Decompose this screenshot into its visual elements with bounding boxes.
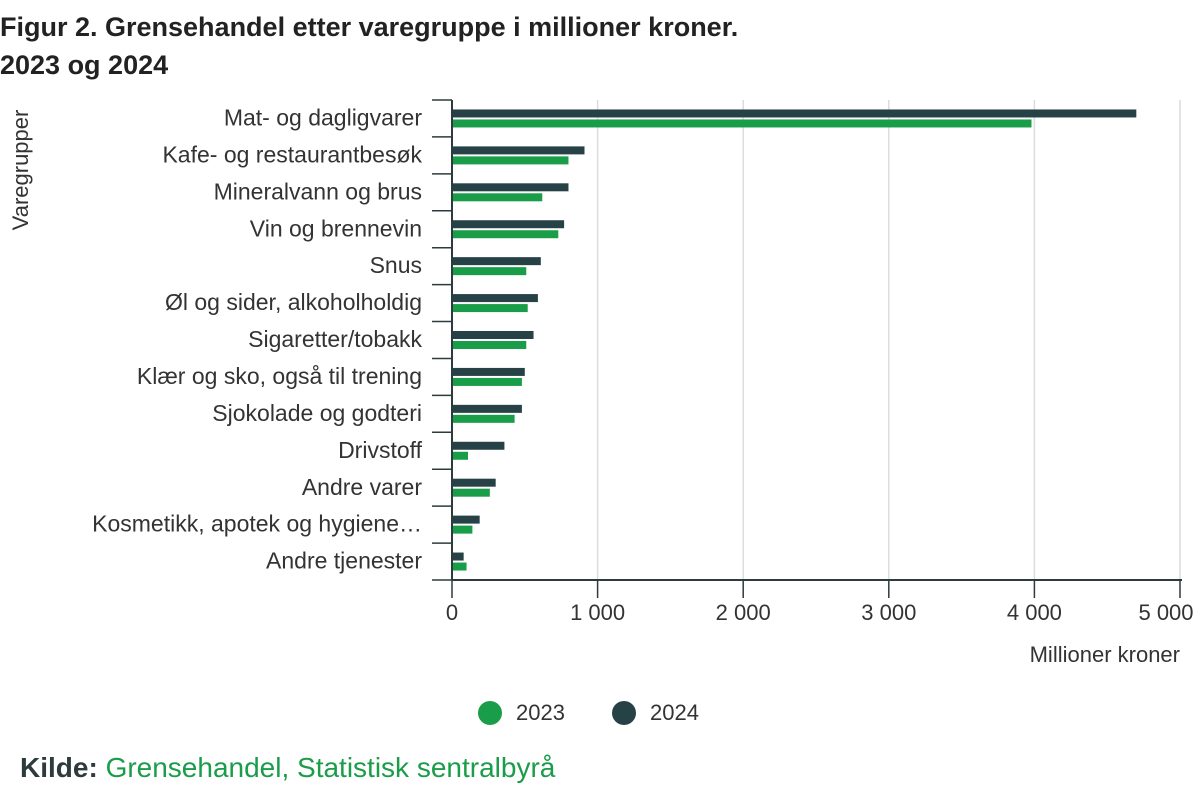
bar-2023-10	[452, 488, 490, 497]
bar-2023-6	[452, 341, 527, 349]
bar-2024-0	[452, 109, 1137, 118]
bar-2023-8	[452, 414, 515, 423]
category-label-8: Sjokolade og godteri	[212, 400, 422, 426]
x-tick-label-1: 1 000	[570, 600, 625, 625]
bar-2024-10	[452, 478, 496, 487]
bar-2024-6	[452, 331, 534, 339]
bar-2024-4	[452, 257, 541, 266]
category-label-4: Snus	[370, 252, 422, 278]
bar-2024-1	[452, 146, 585, 155]
legend-swatch-2024	[612, 701, 636, 725]
legend-swatch-2023	[478, 701, 502, 725]
y-axis-title: Varegrupper	[8, 110, 33, 231]
legend-item-2023[interactable]: 2023	[478, 700, 565, 726]
legend: 2023 2024	[0, 700, 1200, 730]
bar-2023-5	[452, 304, 528, 313]
bar-2024-9	[452, 441, 505, 450]
category-label-12: Andre tjenester	[266, 548, 422, 574]
bar-2024-2	[452, 183, 569, 192]
category-label-6: Sigaretter/tobakk	[248, 326, 422, 352]
category-label-1: Kafe- og restaurantbesøk	[162, 141, 422, 167]
chart-title-line-1: Figur 2. Grensehandel etter varegruppe i…	[0, 12, 739, 42]
bar-2023-4	[452, 267, 527, 276]
bar-2024-8	[452, 404, 522, 413]
bar-2024-7	[452, 367, 525, 376]
bar-2024-5	[452, 294, 538, 303]
x-tick-label-3: 3 000	[861, 600, 916, 625]
bar-2023-2	[452, 193, 543, 202]
category-label-11: Kosmetikk, apotek og hygiene…	[92, 511, 422, 537]
chart-title-line-2: 2023 og 2024	[0, 50, 169, 80]
source-link[interactable]: Grensehandel, Statistisk sentralbyrå	[105, 752, 556, 783]
x-tick-label-2: 2 000	[716, 600, 771, 625]
category-label-2: Mineralvann og brus	[214, 178, 422, 204]
bar-2023-11	[452, 525, 473, 534]
legend-label-2024: 2024	[650, 700, 699, 725]
bar-2023-7	[452, 377, 522, 386]
x-axis-title: Millioner kroner	[1030, 642, 1180, 667]
category-label-5: Øl og sider, alkoholholdig	[165, 289, 422, 315]
category-label-0: Mat- og dagligvarer	[224, 105, 422, 131]
bar-2023-12	[452, 562, 467, 571]
category-label-9: Drivstoff	[338, 437, 423, 463]
bar-2023-3	[452, 230, 559, 239]
category-label-7: Klær og sko, også til trening	[137, 363, 422, 389]
category-label-3: Vin og brennevin	[250, 215, 422, 241]
bar-2023-1	[452, 156, 569, 165]
x-tick-label-0: 0	[446, 600, 458, 625]
legend-label-2023: 2023	[516, 700, 565, 725]
x-tick-label-4: 4 000	[1007, 600, 1062, 625]
chart-title: Figur 2. Grensehandel etter varegruppe i…	[0, 8, 1000, 84]
bar-2024-12	[452, 552, 464, 561]
bar-2024-3	[452, 220, 565, 229]
bar-2024-11	[452, 515, 480, 524]
bar-2023-9	[452, 451, 469, 460]
x-tick-label-5: 5 000	[1138, 600, 1193, 625]
bar-2023-0	[452, 119, 1032, 128]
legend-item-2024[interactable]: 2024	[612, 700, 699, 726]
source-label: Kilde:	[20, 752, 98, 783]
category-label-10: Andre varer	[302, 474, 423, 500]
source-note: Kilde: Grensehandel, Statistisk sentralb…	[20, 752, 555, 784]
bar-chart: Mat- og dagligvarer Kafe- og restaurantbe…	[8, 99, 1194, 667]
